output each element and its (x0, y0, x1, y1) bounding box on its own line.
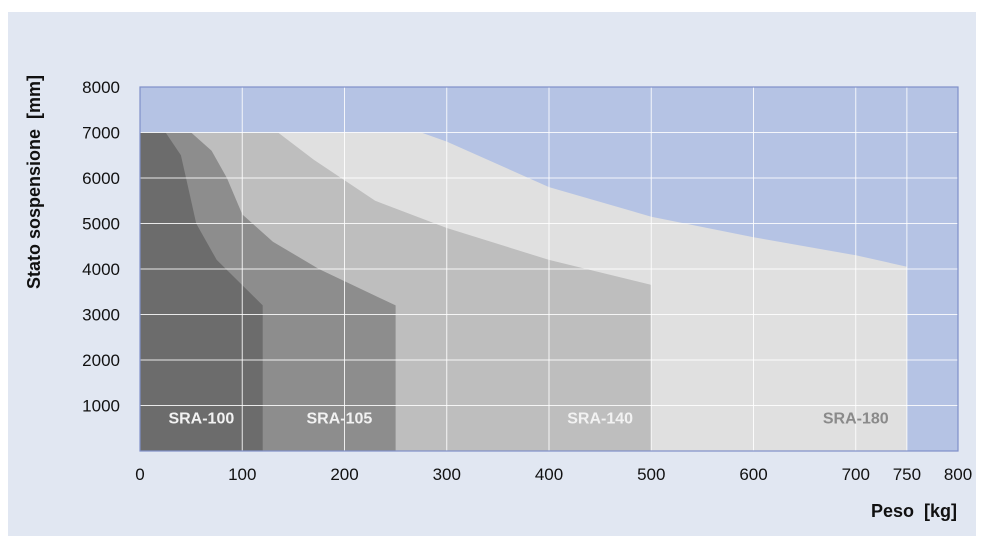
grid-lines (140, 87, 958, 451)
y-tick-label-3000: 3000 (82, 306, 120, 325)
y-tick-label-2000: 2000 (82, 351, 120, 370)
x-tick-label-800: 800 (944, 465, 972, 484)
x-tick-labels: 0 100 200 300 400 500 600 700 750 800 (135, 465, 972, 484)
y-tick-labels: 1000 2000 3000 4000 5000 6000 7000 8000 (82, 78, 120, 416)
y-tick-label-1000: 1000 (82, 397, 120, 416)
x-tick-label-750: 750 (893, 465, 921, 484)
x-tick-label-100: 100 (228, 465, 256, 484)
y-tick-label-4000: 4000 (82, 260, 120, 279)
area-sra-100 (140, 132, 263, 451)
region-label-sra-140: SRA-140 (567, 411, 633, 428)
region-label-sra-105: SRA-105 (306, 411, 372, 428)
x-tick-label-200: 200 (330, 465, 358, 484)
x-tick-label-300: 300 (433, 465, 461, 484)
y-tick-label-5000: 5000 (82, 215, 120, 234)
x-axis-title: Peso [kg] (871, 501, 957, 521)
axes (139, 86, 959, 452)
y-tick-label-6000: 6000 (82, 169, 120, 188)
region-label-sra-100: SRA-100 (168, 411, 234, 428)
area-series-group (140, 132, 907, 451)
region-labels: SRA-100 SRA-105 SRA-140 SRA-180 (168, 411, 888, 428)
x-tick-label-500: 500 (637, 465, 665, 484)
x-tick-label-0: 0 (135, 465, 144, 484)
plot-frame (139, 86, 959, 452)
y-tick-label-8000: 8000 (82, 78, 120, 97)
y-tick-label-7000: 7000 (82, 124, 120, 143)
x-tick-label-600: 600 (739, 465, 767, 484)
x-tick-label-400: 400 (535, 465, 563, 484)
x-tick-label-700: 700 (842, 465, 870, 484)
y-axis-title: Stato sospensione [mm] (24, 75, 44, 289)
region-label-sra-180: SRA-180 (823, 411, 889, 428)
